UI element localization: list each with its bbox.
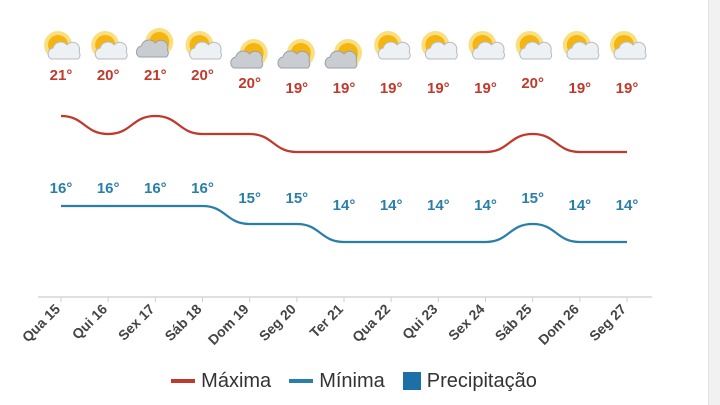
x-tick-label: Dom 26: [535, 301, 582, 348]
x-tick-label: Qui 23: [399, 301, 441, 343]
cloud-shape: [230, 50, 264, 69]
data-label-maxima: 20°: [191, 67, 214, 84]
x-tick-label: Sex 17: [115, 301, 158, 344]
cloud-shape: [519, 41, 553, 60]
cloud-shape: [613, 41, 647, 60]
cloudy-icon: [230, 39, 268, 69]
data-label-maxima: 19°: [568, 80, 591, 97]
legend-box-precipitacao: [402, 372, 421, 390]
x-tick-label: Sáb 18: [161, 301, 204, 344]
data-label-minima: 16°: [144, 180, 167, 197]
cloud-shape: [136, 39, 169, 58]
partly-cloudy-icon: [515, 31, 553, 60]
legend-line-minima: [289, 379, 314, 383]
data-label-maxima: 19°: [427, 80, 450, 97]
cloud-shape: [47, 41, 81, 60]
data-label-maxima: 20°: [521, 75, 544, 92]
data-label-minima: 14°: [568, 197, 591, 214]
data-label-maxima: 19°: [285, 80, 308, 97]
data-label-minima: 14°: [474, 197, 497, 214]
x-tick-label: Seg 20: [256, 301, 299, 344]
data-label-minima: 15°: [285, 190, 308, 207]
x-tick-label: Seg 27: [586, 301, 629, 344]
series-line-minima: [61, 204, 627, 244]
data-label-minima: 14°: [427, 197, 450, 214]
cloudy-icon: [277, 39, 315, 69]
data-label-minima: 15°: [238, 190, 261, 207]
data-label-maxima: 19°: [474, 80, 497, 97]
cloudy-icon: [324, 39, 362, 69]
cloud-shape: [566, 41, 600, 60]
data-label-minima: 15°: [521, 190, 544, 207]
legend-label-precipitacao: Precipitação: [426, 369, 537, 392]
data-label-maxima: 19°: [333, 80, 356, 97]
cloud-shape: [377, 41, 411, 60]
cloud-shape: [277, 50, 311, 69]
partly-cloudy-icon: [91, 31, 128, 60]
partly-cloudy-icon: [374, 31, 411, 60]
data-label-minima: 14°: [616, 197, 639, 214]
data-label-maxima: 21°: [144, 67, 167, 84]
data-label-maxima: 20°: [97, 67, 120, 84]
series-line-maxima: [60, 114, 627, 154]
data-label-minima: 14°: [380, 197, 403, 214]
legend-label-minima: Mínima: [319, 369, 385, 392]
data-label-maxima: 19°: [380, 80, 403, 97]
x-tick-label: Sáb 25: [492, 301, 535, 344]
chart-legend: Máxima Mínima Precipitação: [0, 366, 708, 396]
cloud-shape: [189, 41, 222, 60]
partly-cloudy-icon: [610, 31, 647, 60]
partly-cloudy-icon: [562, 31, 600, 60]
legend-item-minima: Mínima: [289, 370, 385, 393]
partly-cloudy-icon: [468, 31, 505, 60]
data-label-minima: 14°: [333, 197, 356, 214]
data-label-minima: 16°: [191, 180, 214, 197]
data-label-minima: 16°: [97, 180, 120, 197]
x-tick-label: Dom 19: [205, 301, 252, 348]
x-tick-label: Sex 24: [445, 301, 488, 344]
legend-line-maxima: [171, 379, 196, 383]
cloudy-icon: [136, 28, 174, 58]
cloud-shape: [472, 41, 505, 60]
legend-item-precipitacao: Precipitação: [402, 369, 537, 393]
x-tick-label: Ter 21: [306, 301, 346, 341]
data-label-minima: 16°: [50, 180, 73, 197]
legend-item-maxima: Máxima: [171, 370, 271, 393]
x-tick-label: Qua 15: [19, 301, 63, 345]
scrollbar-edge: [708, 0, 720, 405]
cloud-shape: [425, 41, 458, 60]
partly-cloudy-icon: [44, 31, 81, 60]
data-label-maxima: 21°: [50, 67, 73, 84]
data-label-maxima: 20°: [238, 75, 261, 92]
weather-chart: 21° 20° 21° 20° 20° 19° 19° 19° 19° 19° 20° 19° 19° 1…: [19, 28, 652, 348]
data-label-maxima: 19°: [616, 80, 639, 97]
x-tick-label: Qui 16: [69, 301, 111, 343]
cloud-shape: [94, 41, 128, 60]
x-tick-label: Qua 22: [349, 301, 393, 345]
partly-cloudy-icon: [185, 31, 222, 60]
cloud-shape: [324, 50, 358, 69]
partly-cloudy-icon: [421, 31, 458, 60]
legend-label-maxima: Máxima: [201, 369, 272, 392]
